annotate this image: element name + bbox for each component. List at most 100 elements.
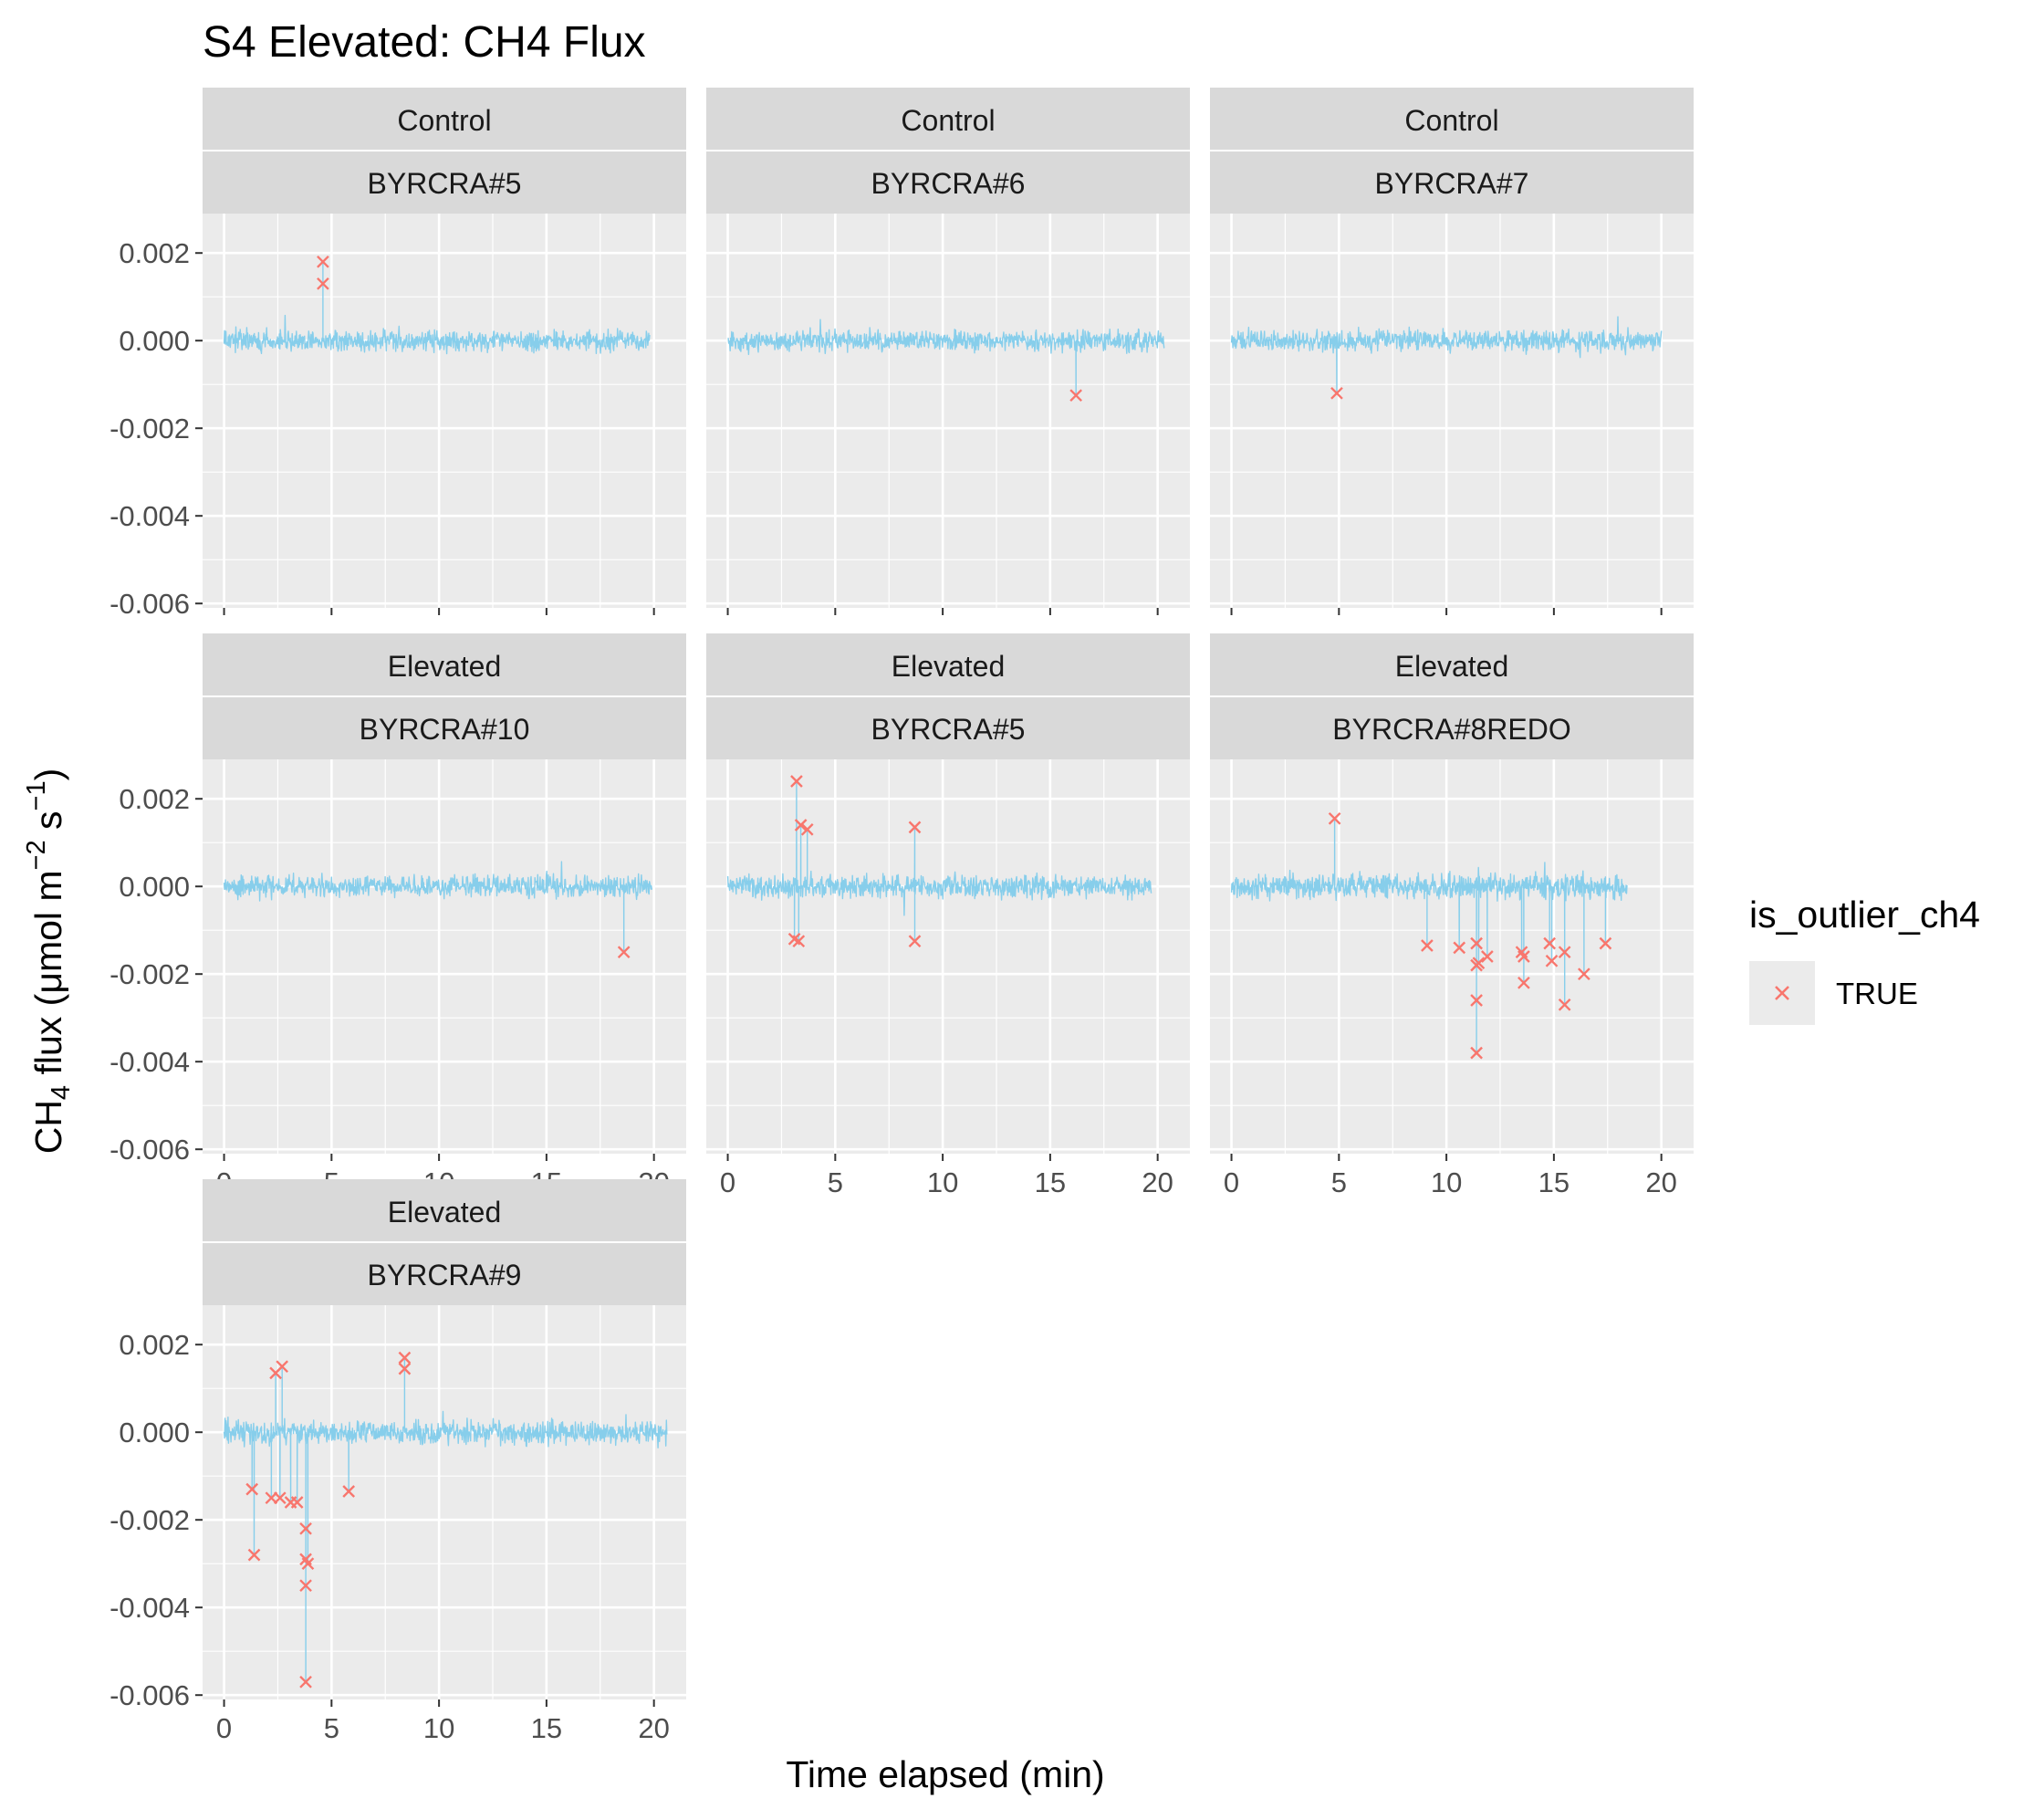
- outlier-marker: [792, 935, 806, 948]
- x-tick-label: 5: [1331, 1166, 1347, 1198]
- y-tick-label: -0.002: [110, 1504, 190, 1536]
- y-tick-label: 0.002: [119, 237, 190, 269]
- strip-label-treatment: Control: [1404, 104, 1498, 137]
- y-tick-label: -0.004: [110, 500, 190, 532]
- plot-background: [1210, 759, 1694, 1154]
- outlier-markers: [317, 255, 329, 290]
- outlier-marker: [1517, 950, 1530, 963]
- plot-background: [203, 759, 686, 1154]
- outlier-marker: [1470, 1046, 1483, 1060]
- x-tick-label: 0: [720, 1166, 735, 1198]
- strip-label-plot: BYRCRA#10: [360, 713, 530, 746]
- outlier-marker: [398, 1351, 412, 1365]
- outlier-marker: [1543, 936, 1557, 950]
- y-axis-title-subscript: 4: [47, 1085, 76, 1100]
- x-tick-label: 10: [927, 1166, 958, 1198]
- panels-layer: Control BYRCRA#5 0.002 0.000 -0.002 -0.004 -0.…: [110, 88, 1694, 1744]
- strip-label-treatment: Elevated: [388, 650, 502, 683]
- plot-background: [1210, 214, 1694, 608]
- strip-label-treatment: Elevated: [892, 650, 1006, 683]
- outlier-markers: [1330, 386, 1343, 400]
- strip-label-plot: BYRCRA#7: [1375, 167, 1529, 200]
- flux-series-line: [223, 1356, 668, 1683]
- y-axis: 0.002 0.000 -0.002 -0.004 -0.006: [110, 783, 203, 1166]
- outlier-marker: [1328, 811, 1341, 825]
- x-axis-title: Time elapsed (min): [786, 1753, 1104, 1795]
- outlier-marker: [1558, 946, 1571, 959]
- outlier-marker: [276, 1360, 289, 1374]
- y-tick-label: 0.002: [119, 1329, 190, 1361]
- outlier-marker: [290, 1496, 304, 1509]
- plot-background: [706, 759, 1190, 1154]
- y-tick-label: 0.000: [119, 871, 190, 903]
- x-axis-ticks: [223, 608, 655, 615]
- strip-label-plot: BYRCRA#5: [368, 167, 522, 200]
- y-axis-title-middle: flux (μmol m: [27, 870, 69, 1084]
- y-axis-title-prefix: CH: [27, 1100, 69, 1154]
- outlier-marker: [908, 935, 922, 948]
- x-tick-label: 20: [1645, 1166, 1676, 1198]
- y-tick-label: 0.000: [119, 325, 190, 357]
- outlier-marker: [317, 277, 329, 290]
- y-axis-title-middle-2: s: [27, 810, 69, 840]
- x-axis: 0 5 10 15 20: [1224, 1154, 1677, 1198]
- flux-series-line: [223, 261, 651, 355]
- outlier-marker: [1069, 389, 1083, 403]
- outlier-marker: [317, 255, 329, 268]
- strip-label-treatment: Control: [901, 104, 995, 137]
- strip-label-plot: BYRCRA#6: [871, 167, 1026, 200]
- outlier-markers: [787, 775, 922, 948]
- y-tick-label: -0.006: [110, 588, 190, 620]
- outlier-marker: [245, 1482, 259, 1496]
- outlier-marker: [790, 775, 803, 788]
- y-axis-title-superscript-2: −1: [22, 780, 51, 810]
- legend-title: is_outlier_ch4: [1749, 894, 1980, 936]
- y-tick-label: -0.004: [110, 1046, 190, 1078]
- x-tick-label: 0: [1224, 1166, 1239, 1198]
- x-tick-label: 5: [324, 1712, 339, 1744]
- y-tick-label: -0.004: [110, 1592, 190, 1624]
- y-tick-label: -0.006: [110, 1134, 190, 1166]
- outlier-marker: [398, 1362, 412, 1375]
- panel-7: Elevated BYRCRA#9 0.002 0.000 -0.002 -0.004 -0…: [110, 1179, 686, 1744]
- y-axis: 0.002 0.000 -0.002 -0.004 -0.006: [110, 1329, 203, 1711]
- outlier-marker: [1330, 386, 1343, 400]
- outlier-marker: [1453, 941, 1466, 955]
- gridlines: [203, 214, 686, 608]
- outlier-marker: [1472, 957, 1486, 970]
- outlier-marker: [800, 822, 814, 836]
- outlier-marker: [247, 1548, 261, 1562]
- outlier-marker: [1578, 967, 1590, 981]
- strip-label-treatment: Elevated: [388, 1196, 502, 1229]
- outlier-marker: [1517, 976, 1530, 989]
- x-tick-label: 5: [828, 1166, 843, 1198]
- x-tick-label: 10: [1431, 1166, 1462, 1198]
- legend: is_outlier_ch4 TRUE: [1749, 894, 1980, 1025]
- x-tick-label: 15: [531, 1712, 562, 1744]
- y-axis-title-suffix: ): [27, 769, 69, 781]
- strip-label-plot: BYRCRA#5: [871, 713, 1026, 746]
- x-tick-label: 0: [216, 1712, 232, 1744]
- outlier-marker: [342, 1485, 356, 1498]
- flux-series-line: [1230, 818, 1628, 1054]
- x-axis-ticks: [1230, 608, 1663, 615]
- flux-series-line: [727, 319, 1165, 396]
- y-axis: 0.002 0.000 -0.002 -0.004 -0.006: [110, 237, 203, 620]
- strip-label-treatment: Elevated: [1395, 650, 1509, 683]
- outlier-marker: [1421, 939, 1434, 952]
- x-tick-label: 20: [1142, 1166, 1173, 1198]
- x-tick-label: 20: [638, 1712, 669, 1744]
- plot-background: [706, 214, 1190, 608]
- panel-2: Control BYRCRA#6: [706, 88, 1190, 615]
- legend-key-cross-icon: [1775, 986, 1789, 1000]
- y-tick-label: 0.002: [119, 783, 190, 815]
- outlier-marker: [1545, 954, 1559, 967]
- panel-5: Elevated BYRCRA#5 0 5 10 15 20: [706, 633, 1190, 1198]
- x-axis: 0 5 10 15 20: [216, 1699, 670, 1744]
- y-tick-label: 0.000: [119, 1417, 190, 1448]
- outlier-marker: [1481, 950, 1494, 963]
- y-axis-title: CH4 flux (μmol m−2 s−1): [22, 769, 76, 1155]
- outlier-marker: [794, 819, 808, 831]
- strip-label-plot: BYRCRA#9: [368, 1259, 522, 1291]
- outlier-marker: [617, 946, 631, 959]
